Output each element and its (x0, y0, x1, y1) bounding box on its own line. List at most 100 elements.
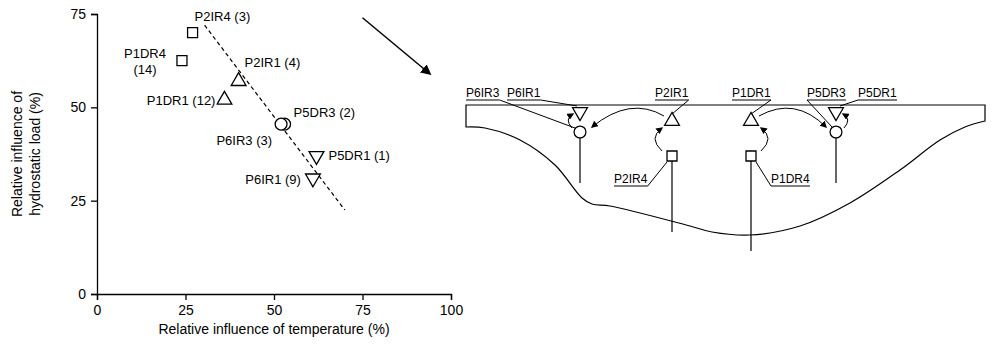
data-point (217, 91, 232, 104)
x-tick: 100 (440, 294, 464, 318)
data-point (177, 56, 187, 66)
pendulum-wire (750, 156, 751, 251)
x-tick-mark (362, 294, 363, 300)
instrument-symbol (829, 108, 844, 121)
label-underline (507, 100, 541, 101)
data-point (306, 174, 321, 187)
label-leader (751, 100, 771, 114)
label-underline (732, 100, 771, 101)
y-tick-mark (91, 107, 97, 108)
instrument-label: P6IR1 (507, 86, 541, 100)
point-label-group: P1DR4(14) (123, 46, 167, 77)
label-leader (648, 162, 667, 186)
pendulum-wire (835, 132, 836, 183)
instrument-symbol (573, 108, 588, 121)
pendulum-wire (579, 132, 580, 183)
point-label: P6IR1 (9) (245, 172, 301, 187)
label-leader (756, 162, 771, 186)
label-underline (614, 186, 648, 187)
data-point (275, 118, 287, 130)
x-tick: 25 (178, 294, 194, 318)
x-axis-title: Relative influence of temperature (%) (158, 321, 389, 337)
instrument-label: P5DR3 (807, 86, 846, 100)
x-axis-line (98, 295, 452, 301)
point-label-group: P5DR1 (1) (327, 148, 390, 163)
pendulum-wire (671, 156, 672, 232)
y-tick-label: 25 (70, 193, 86, 209)
plot-area (177, 14, 430, 210)
x-tick-label: 50 (267, 302, 283, 318)
label-underline (807, 100, 846, 101)
label-underline (771, 186, 810, 187)
point-label-group: P6IR3 (3) (215, 133, 273, 148)
point-label: P5DR1 (1) (328, 148, 389, 163)
point-label: P5DR3 (2) (294, 105, 355, 120)
x-tick: 0 (94, 294, 102, 318)
y-tick-label: 0 (78, 286, 86, 302)
x-tick-label: 25 (178, 302, 194, 318)
point-label: P6IR3 (3) (216, 133, 272, 148)
instrument-symbol (665, 112, 680, 125)
instrument-label: P6IR3 (466, 86, 500, 100)
data-point (188, 28, 198, 38)
data-point (231, 73, 246, 86)
data-point (309, 152, 324, 165)
label-underline (655, 100, 689, 101)
x-tick: 75 (355, 294, 371, 318)
label-leader (541, 100, 577, 106)
flow-arrow (759, 108, 826, 127)
label-underline (466, 100, 500, 101)
instrument-label: P2IR1 (655, 86, 689, 100)
label-patch (123, 46, 167, 77)
label-patch (146, 93, 217, 108)
x-tick-label: 0 (94, 302, 102, 318)
flow-arrow (655, 128, 662, 151)
point-label: P1DR4(14) (124, 46, 166, 77)
label-leader (840, 100, 858, 106)
y-tick-label: 75 (70, 6, 86, 22)
label-patch (215, 133, 273, 148)
instrument-label: P2IR4 (614, 172, 648, 186)
point-label: P2IR1 (4) (245, 55, 301, 70)
y-axis-line (91, 15, 98, 295)
y-tick-mark (91, 294, 97, 295)
y-axis: 0 25 50 75 (70, 6, 97, 302)
instrument-label: P1DR4 (771, 172, 810, 186)
label-underline (858, 100, 897, 101)
x-tick-label: 75 (355, 302, 371, 318)
y-tick: 0 (78, 286, 97, 302)
point-label-group: P6IR1 (9) (244, 172, 302, 187)
point-label: P2IR4 (3) (195, 9, 251, 24)
flow-arrow (761, 128, 768, 151)
instrument-symbol (744, 112, 759, 125)
flow-arrow (843, 114, 848, 128)
dam-outline (466, 105, 985, 235)
y-tick-mark (91, 201, 97, 202)
label-patch (194, 9, 252, 24)
label-patch (327, 148, 390, 163)
instrument-symbol (830, 126, 842, 138)
x-tick: 50 (267, 294, 283, 318)
dam-diagram: P6IR3 P6IR1 P2IR1 P2IR4 P1DR1 P1DR4 P5DR3 P5DR1 (466, 86, 985, 251)
y-axis-title: Relative influence ofhydrostatic load (%… (9, 91, 43, 217)
point-label-group: P5DR3 (2) (293, 105, 356, 120)
label-leader (807, 100, 832, 127)
label-patch (293, 105, 356, 120)
x-tick-mark (451, 294, 452, 300)
y-tick: 50 (70, 99, 97, 115)
x-tick-mark (274, 294, 275, 300)
y-tick: 25 (70, 193, 97, 209)
point-label: P1DR1 (12) (147, 93, 216, 108)
instrument-label: P5DR1 (858, 86, 897, 100)
x-tick-mark (185, 294, 186, 300)
point-label-group: P2IR4 (3) (194, 9, 252, 24)
flow-arrow (592, 108, 664, 127)
instrument-symbol (746, 151, 756, 161)
instrument-label: P1DR1 (732, 86, 771, 100)
label-leader (672, 100, 689, 114)
x-tick-label: 100 (440, 302, 464, 318)
point-labels: P2IR4 (3) P1DR4(14) P2IR1 (4) P1DR1 (12) P5D… (123, 9, 391, 188)
trend-arrow (363, 18, 430, 74)
x-axis: 0 25 50 75 100 (94, 294, 464, 318)
label-patch (244, 172, 302, 187)
